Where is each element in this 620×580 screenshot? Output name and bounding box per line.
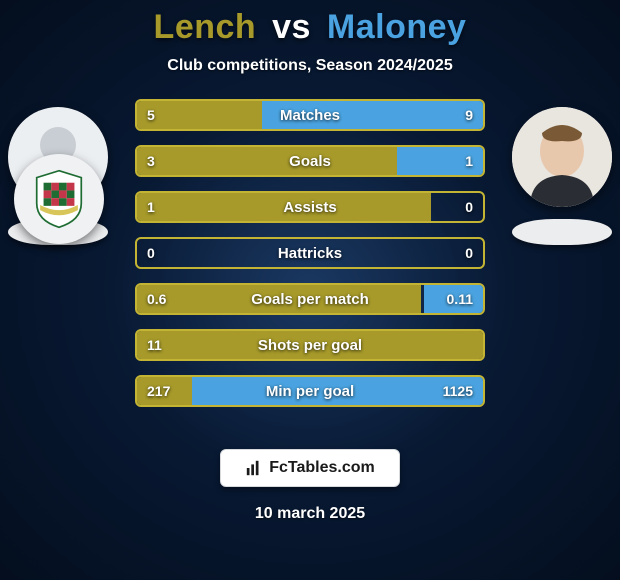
bar-fill-p2 <box>192 377 483 405</box>
bar-fill-p1 <box>137 101 262 129</box>
date-text: 10 march 2025 <box>0 505 620 523</box>
bar-fill-p1 <box>137 193 431 221</box>
page-title: Lench vs Maloney <box>0 8 620 47</box>
chart-bars-icon <box>245 459 263 477</box>
stat-bar: Goals per match0.60.11 <box>135 283 485 315</box>
title-player2: Maloney <box>327 8 467 46</box>
club-crest-icon <box>33 169 85 229</box>
stat-bar: Goals31 <box>135 145 485 177</box>
brand-badge[interactable]: FcTables.com <box>220 449 400 487</box>
stat-bars-container: Matches59Goals31Assists10Hattricks00Goal… <box>135 99 485 407</box>
comparison-stage: Matches59Goals31Assists10Hattricks00Goal… <box>0 99 620 429</box>
bar-value-p1: 0 <box>147 239 155 267</box>
bar-fill-p1 <box>137 147 397 175</box>
bar-value-p2: 0 <box>465 239 473 267</box>
stat-bar: Matches59 <box>135 99 485 131</box>
player2-avatar <box>512 107 612 207</box>
brand-text: FcTables.com <box>269 459 375 477</box>
player2-flag <box>512 219 612 245</box>
player1-club-badge <box>14 154 104 244</box>
stat-bar: Hattricks0 0 <box>135 237 485 269</box>
title-player1: Lench <box>154 8 257 46</box>
stat-bar: Assists10 <box>135 191 485 223</box>
bar-value-p2: 0 <box>465 193 473 221</box>
stat-bar: Min per goal2171125 <box>135 375 485 407</box>
content-wrapper: Lench vs Maloney Club competitions, Seas… <box>0 0 620 523</box>
subtitle: Club competitions, Season 2024/2025 <box>0 57 620 75</box>
bar-fill-p1 <box>137 285 421 313</box>
bar-fill-p2 <box>262 101 483 129</box>
bar-fill-p1 <box>137 377 192 405</box>
bar-fill-p2 <box>397 147 484 175</box>
bar-label: Hattricks <box>137 239 483 267</box>
bar-fill-p1 <box>137 331 483 359</box>
bar-fill-p2 <box>424 285 483 313</box>
person-photo-icon <box>512 107 612 207</box>
title-vs: vs <box>272 8 311 46</box>
stat-bar: Shots per goal11 <box>135 329 485 361</box>
